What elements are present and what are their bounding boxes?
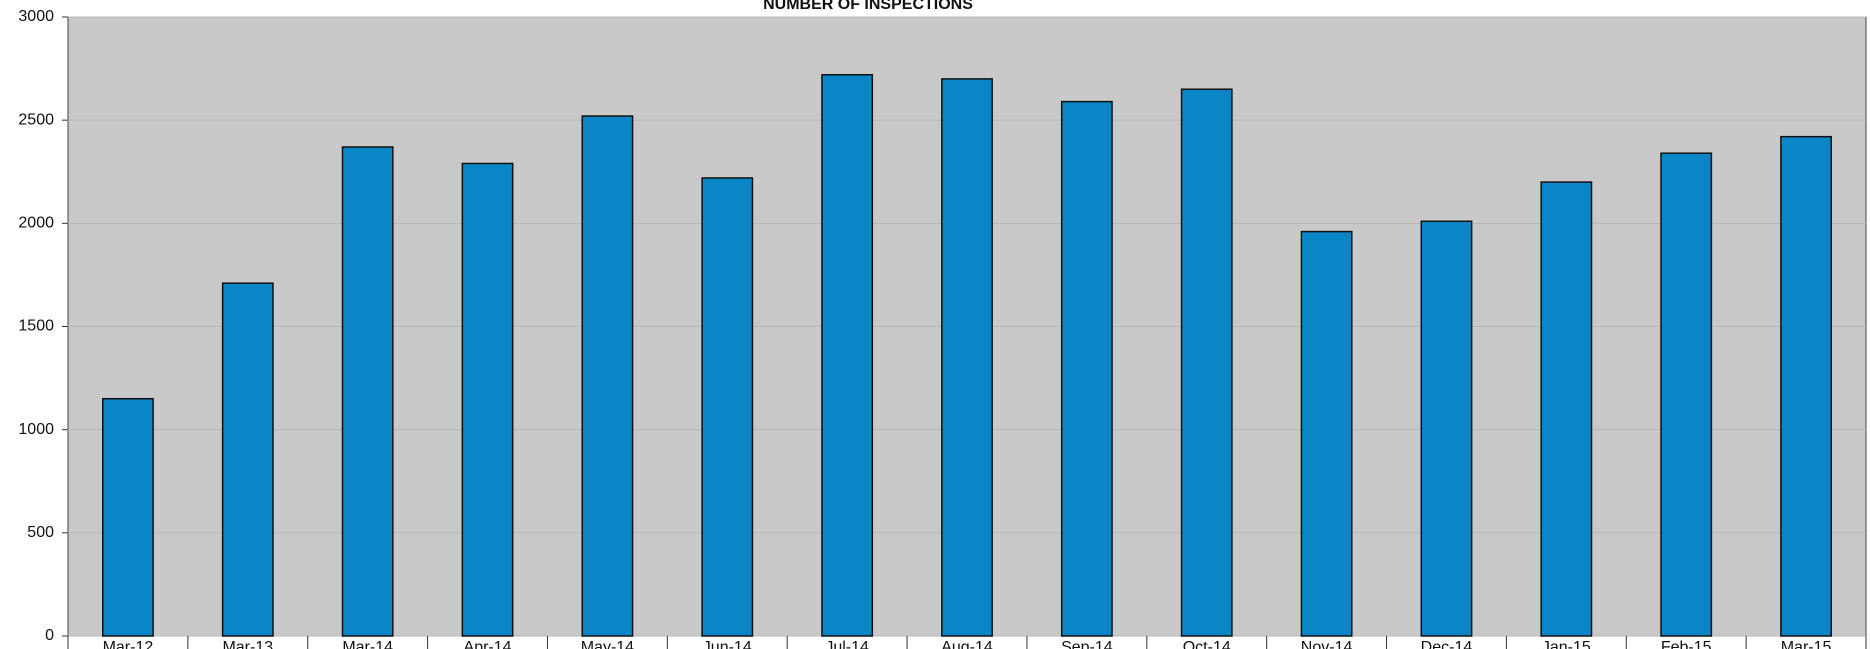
x-tick-label: May-14 [581, 639, 634, 649]
bar [941, 78, 993, 637]
bar [1420, 220, 1473, 637]
bar [821, 74, 874, 637]
x-tick-label: Mar-12 [103, 639, 154, 649]
chart-title: NUMBER OF INSPECTIONS [763, 0, 973, 13]
bar [461, 162, 514, 637]
bar [1300, 230, 1353, 637]
x-tick-label: Jun-14 [703, 639, 752, 649]
x-tick-label: Mar-14 [342, 639, 393, 649]
bar [221, 282, 274, 637]
x-tick-label: Aug-14 [941, 639, 993, 649]
x-tick-label: Jul-14 [825, 639, 869, 649]
bar [1540, 181, 1593, 637]
x-tick-label: Jan-15 [1542, 639, 1591, 649]
bar [341, 146, 394, 637]
x-tick-label: Dec-14 [1421, 639, 1473, 649]
x-tick-label: Feb-15 [1661, 639, 1712, 649]
x-tick-label: Mar-15 [1781, 639, 1832, 649]
y-tick-label: 500 [27, 524, 54, 541]
bar [701, 177, 754, 637]
bar [102, 397, 154, 637]
x-tick-label: Apr-14 [464, 639, 512, 649]
y-tick-label: 1000 [18, 421, 54, 438]
x-tick-label: Mar-13 [222, 639, 273, 649]
bar [1060, 100, 1113, 637]
y-tick-label: 2000 [18, 215, 54, 232]
bar [1660, 152, 1713, 637]
bar [1180, 88, 1233, 637]
x-tick-label: Sep-14 [1061, 639, 1113, 649]
bar [581, 115, 634, 637]
y-tick-label: 0 [45, 627, 54, 644]
x-tick-label: Nov-14 [1301, 639, 1353, 649]
y-tick-label: 1500 [18, 318, 54, 335]
y-tick-label: 3000 [18, 8, 54, 25]
bar [1780, 135, 1832, 637]
y-tick-label: 2500 [18, 111, 54, 128]
x-tick-label: Oct-14 [1183, 639, 1231, 649]
